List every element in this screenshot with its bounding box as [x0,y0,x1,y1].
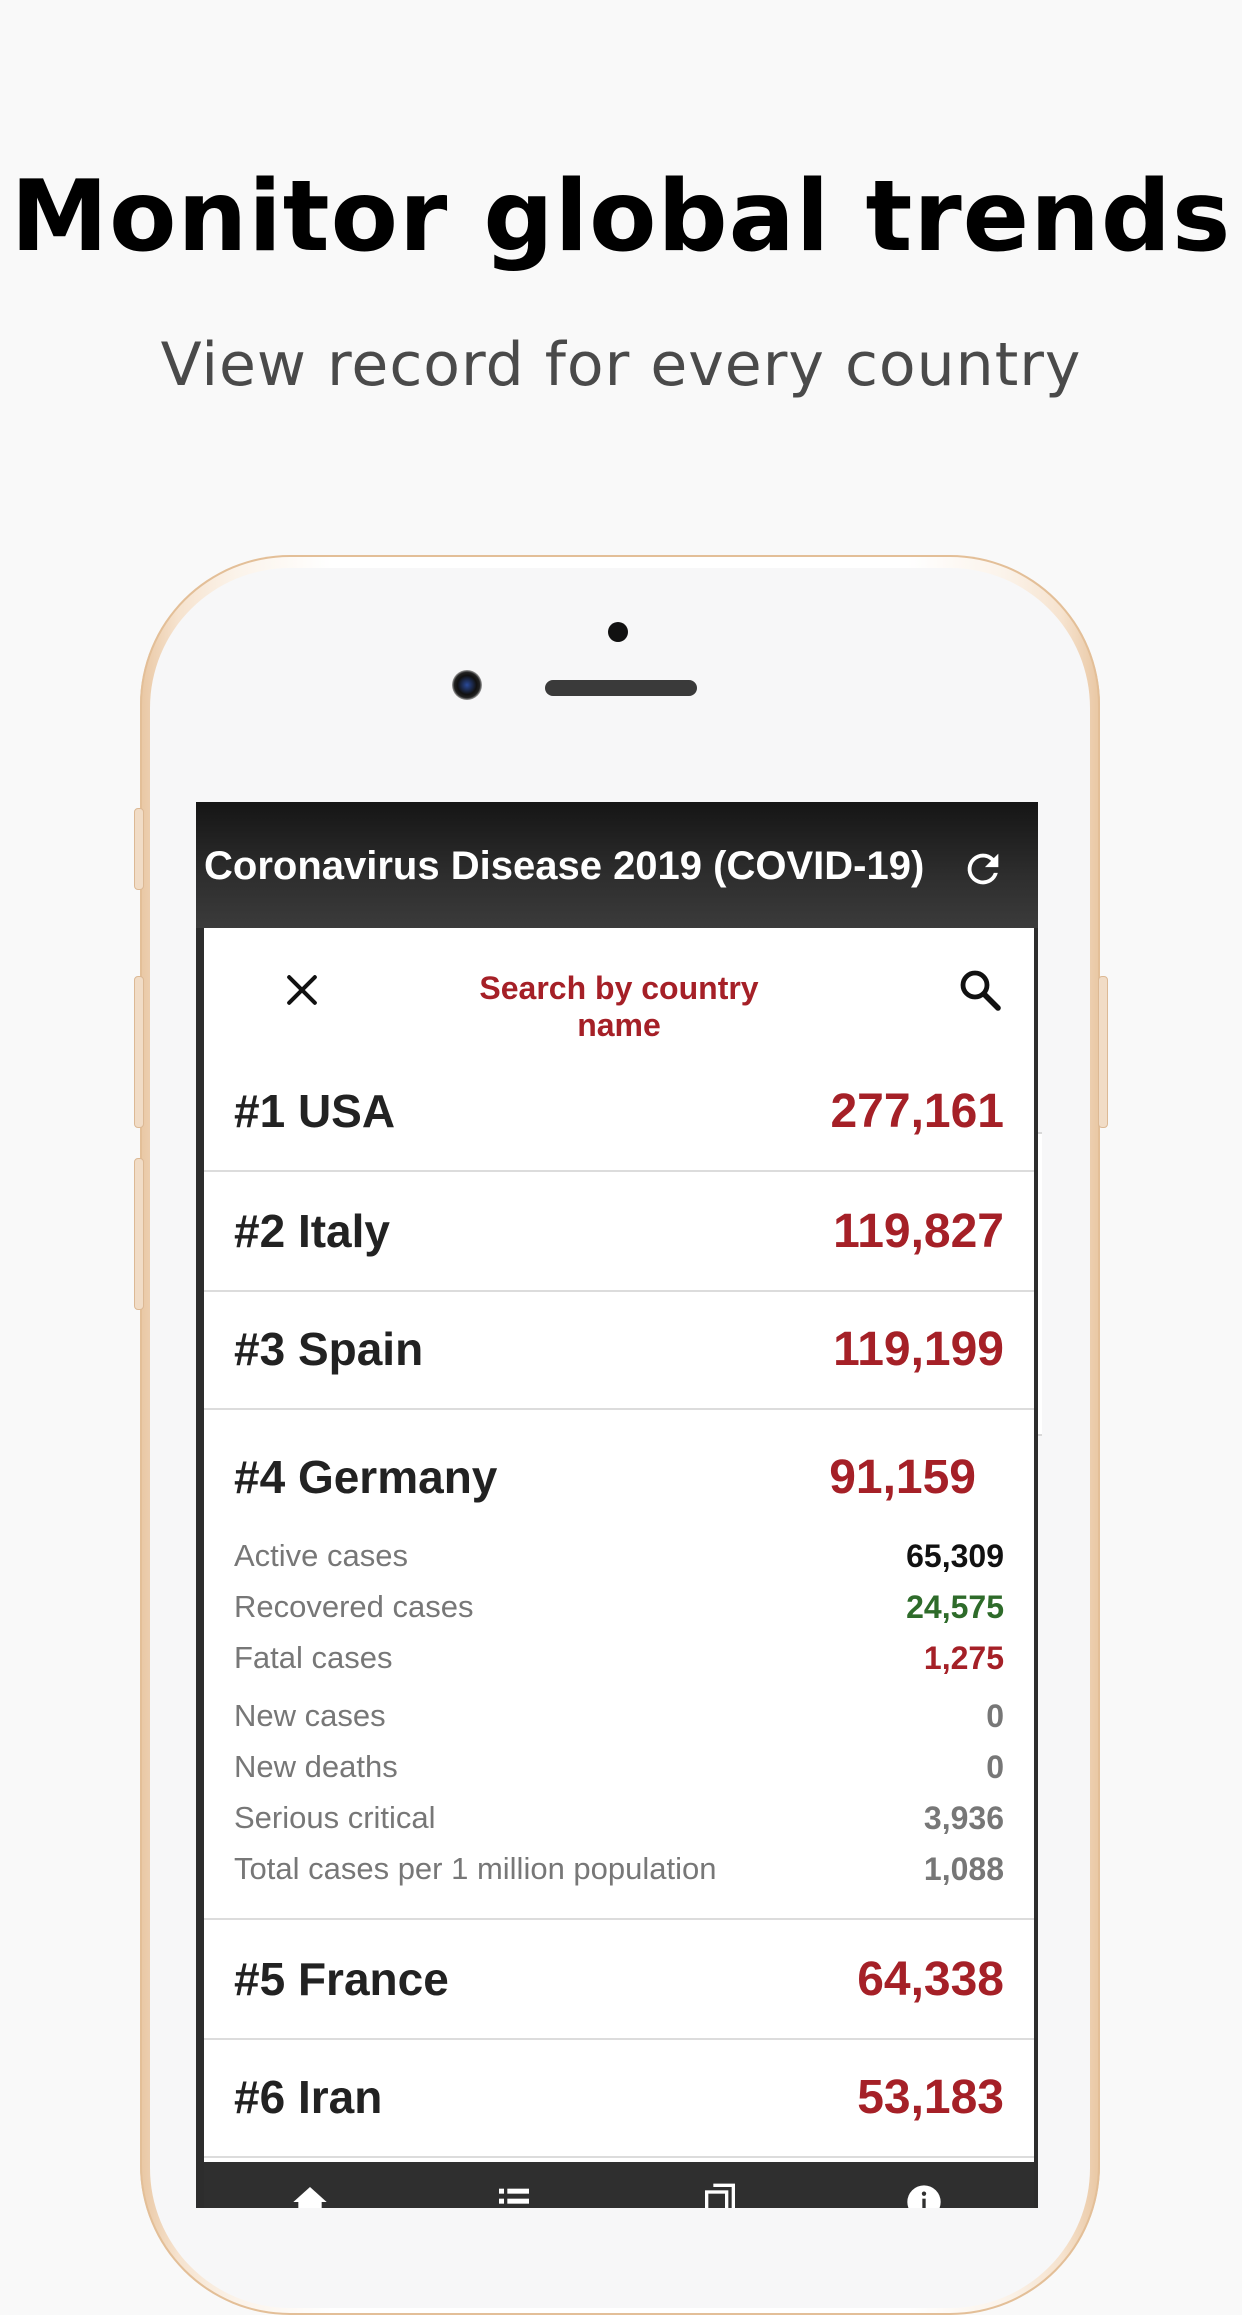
country-total: 119,827 [833,1205,1004,1258]
country-name: #4 Germany [234,1451,498,1503]
phone-screen: Coronavirus Disease 2019 (COVID-19) Sear… [196,802,1038,2208]
search-bar: Search by country name [204,928,1034,1058]
country-name: #5 France [234,1953,449,2005]
promo-headline: Monitor global trends [10,160,1232,274]
detail-label: Fatal cases [234,1640,393,1675]
detail-row-recovered: Recovered cases 24,575 [234,1589,1004,1629]
search-input[interactable]: Search by country name [479,970,759,1043]
detail-row-fatal: Fatal cases 1,275 [234,1640,1004,1680]
detail-value: 0 [986,1749,1004,1785]
country-total: 277,161 [830,1085,1004,1138]
detail-value: 24,575 [906,1589,1004,1625]
detail-value: 65,309 [906,1538,1004,1574]
country-total: 119,199 [833,1323,1004,1376]
refresh-icon[interactable] [960,846,1006,892]
close-icon[interactable] [280,968,324,1012]
detail-row-new-deaths: New deaths 0 [234,1749,1004,1789]
home-icon[interactable] [290,2182,330,2208]
country-name: #6 Iran [234,2071,383,2123]
earpiece-speaker [545,680,697,696]
app-bar: Coronavirus Disease 2019 (COVID-19) [196,802,1038,928]
promo-subheadline: View record for every country [160,330,1082,400]
phone-volume-down [134,1158,144,1310]
detail-row-new-cases: New cases 0 [234,1698,1004,1738]
front-camera [452,670,482,700]
list-item-expanded[interactable]: #4 Germany 91,159 Active cases 65,309 Re… [204,1408,1034,1920]
country-list-panel: Search by country name #1 USA 277,161 #2… [204,928,1034,2162]
country-name: #1 USA [234,1085,396,1137]
detail-value: 1,275 [923,1640,1004,1676]
country-name: #3 Spain [234,1323,424,1375]
copy-icon[interactable] [700,2182,740,2208]
country-total: 91,159 [829,1451,976,1504]
list-icon[interactable] [494,2182,534,2208]
list-item[interactable]: #1 USA 277,161 [204,1052,1034,1172]
country-name: #2 Italy [234,1205,390,1257]
search-icon[interactable] [956,966,1004,1014]
detail-value: 0 [986,1698,1004,1734]
list-item[interactable]: #5 France 64,338 [204,1920,1034,2040]
info-icon[interactable] [904,2182,944,2208]
detail-label: Total cases per 1 million population [234,1851,717,1886]
detail-row-active: Active cases 65,309 [234,1538,1004,1578]
phone-volume-up [134,976,144,1128]
detail-row-serious: Serious critical 3,936 [234,1800,1004,1840]
detail-row-per-million: Total cases per 1 million population 1,0… [234,1851,1004,1891]
app-title: Coronavirus Disease 2019 (COVID-19) [204,844,925,888]
country-total: 53,183 [857,2071,1004,2124]
detail-label: Active cases [234,1538,409,1573]
list-item[interactable]: #6 Iran 53,183 [204,2038,1034,2158]
phone-silent-switch [134,808,144,890]
detail-label: Recovered cases [234,1589,474,1624]
phone-power-button [1098,976,1108,1128]
country-total: 64,338 [857,1953,1004,2006]
detail-label: New deaths [234,1749,398,1784]
list-item[interactable]: #3 Spain 119,199 [204,1290,1034,1410]
bottom-nav [204,2162,1034,2208]
detail-label: Serious critical [234,1800,436,1835]
detail-value: 1,088 [923,1851,1004,1887]
detail-label: New cases [234,1698,386,1733]
proximity-sensor [608,622,628,642]
detail-value: 3,936 [923,1800,1004,1836]
list-item[interactable]: #2 Italy 119,827 [204,1172,1034,1292]
